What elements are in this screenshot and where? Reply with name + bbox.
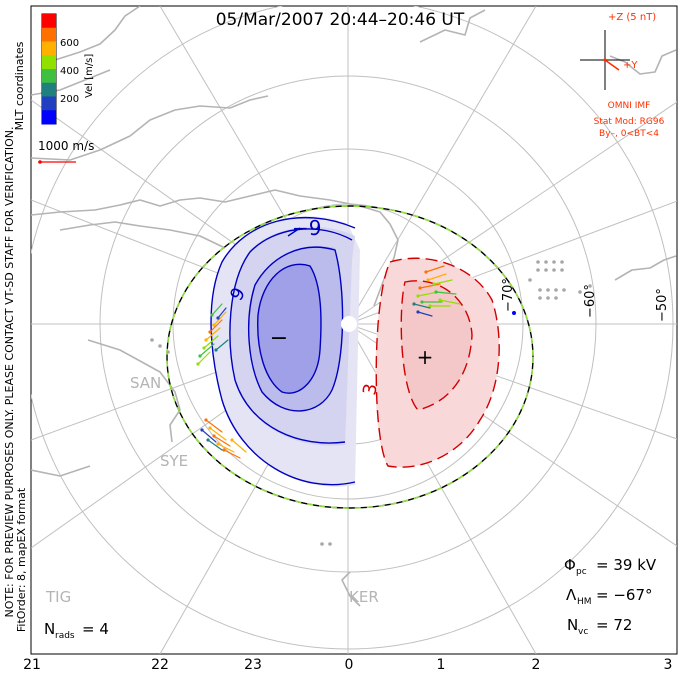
svg-text:N: N bbox=[44, 620, 55, 638]
svg-text:pc: pc bbox=[576, 567, 587, 577]
svg-text:N: N bbox=[567, 616, 578, 634]
coastlines bbox=[31, 6, 677, 607]
colorbar-cell bbox=[42, 96, 56, 111]
colorbar-cell bbox=[42, 41, 56, 56]
cell-max-marker: + bbox=[417, 345, 434, 369]
fit-order-note: FitOrder: 8, mapEX format bbox=[15, 487, 28, 632]
latitude-label-60: −60° bbox=[583, 284, 598, 318]
colorbar-cell bbox=[42, 55, 56, 70]
colorbar-tick-400: 400 bbox=[60, 66, 79, 77]
svg-text:vc: vc bbox=[578, 627, 588, 637]
mlt-label-23: 23 bbox=[244, 657, 262, 673]
imf-source: OMNI IMF bbox=[608, 101, 651, 111]
colorbar-tick-600: 600 bbox=[60, 38, 79, 49]
cell-min-marker: − bbox=[270, 326, 288, 351]
latitude-label-70: −70° bbox=[501, 278, 516, 312]
latitude-label-50: −50° bbox=[655, 288, 670, 322]
reference-vector bbox=[38, 160, 76, 164]
svg-text:= −67°: = −67° bbox=[596, 586, 653, 604]
svg-text:= 72: = 72 bbox=[596, 616, 632, 634]
stat-phi-pc: Φ pc = 39 kV bbox=[564, 556, 657, 577]
radar-label-ker: KER bbox=[349, 588, 379, 606]
contour-label-negative: −9 bbox=[292, 216, 321, 240]
mlt-coordinates-note: MLT coordinates bbox=[13, 41, 26, 130]
mlt-label-22: 22 bbox=[151, 657, 169, 673]
imf-bz-label: +Z (5 nT) bbox=[608, 12, 656, 23]
mlt-label-3: 3 bbox=[664, 657, 673, 673]
mlt-label-0: 0 bbox=[345, 657, 354, 673]
velocity-vectors bbox=[196, 265, 516, 459]
svg-text:HM: HM bbox=[577, 597, 592, 607]
radar-label-sye: SYE bbox=[160, 452, 188, 470]
svg-text:= 4: = 4 bbox=[82, 620, 109, 638]
colorbar-label: Vel [m/s] bbox=[84, 54, 95, 98]
imf-by-label: +Y bbox=[623, 60, 638, 71]
radar-label-san: SAN bbox=[130, 374, 161, 392]
mlt-label-21: 21 bbox=[23, 657, 41, 673]
colorbar-tick-200: 200 bbox=[60, 94, 79, 105]
svg-text:Λ: Λ bbox=[566, 586, 577, 604]
colorbar-cell bbox=[42, 82, 56, 97]
imf-condition: By–, 0<BT<4 bbox=[599, 129, 659, 139]
stat-n-rads: N rads = 4 bbox=[44, 620, 109, 641]
imf-dial bbox=[580, 30, 630, 90]
velocity-colorbar: 600 400 200 Vel [m/s] bbox=[41, 13, 95, 125]
negative-cell bbox=[210, 216, 360, 487]
colorbar-cell bbox=[42, 14, 56, 29]
preview-notice: NOTE: FOR PREVIEW PURPOSES ONLY. PLEASE … bbox=[3, 126, 16, 617]
svg-text:rads: rads bbox=[55, 631, 75, 641]
stat-n-vc: N vc = 72 bbox=[567, 616, 632, 637]
contour-label-positive: 3 bbox=[359, 382, 382, 397]
colorbar-cell bbox=[42, 27, 56, 42]
reference-vector-label: 1000 m/s bbox=[38, 139, 94, 153]
hm-boundary bbox=[166, 205, 534, 509]
colorbar-cell bbox=[42, 69, 56, 84]
mlt-label-2: 2 bbox=[532, 657, 541, 673]
map-title: 05/Mar/2007 20:44–20:46 UT bbox=[216, 10, 465, 30]
colorbar-cell bbox=[42, 110, 56, 125]
mlt-label-1: 1 bbox=[437, 657, 446, 673]
svg-text:= 39 kV: = 39 kV bbox=[596, 556, 657, 574]
svg-text:Φ: Φ bbox=[564, 556, 576, 574]
radar-label-tig: TIG bbox=[45, 588, 71, 606]
stat-lambda-hm: Λ HM = −67° bbox=[566, 586, 653, 607]
imf-stat-mod: Stat Mod: RG96 bbox=[594, 117, 665, 127]
